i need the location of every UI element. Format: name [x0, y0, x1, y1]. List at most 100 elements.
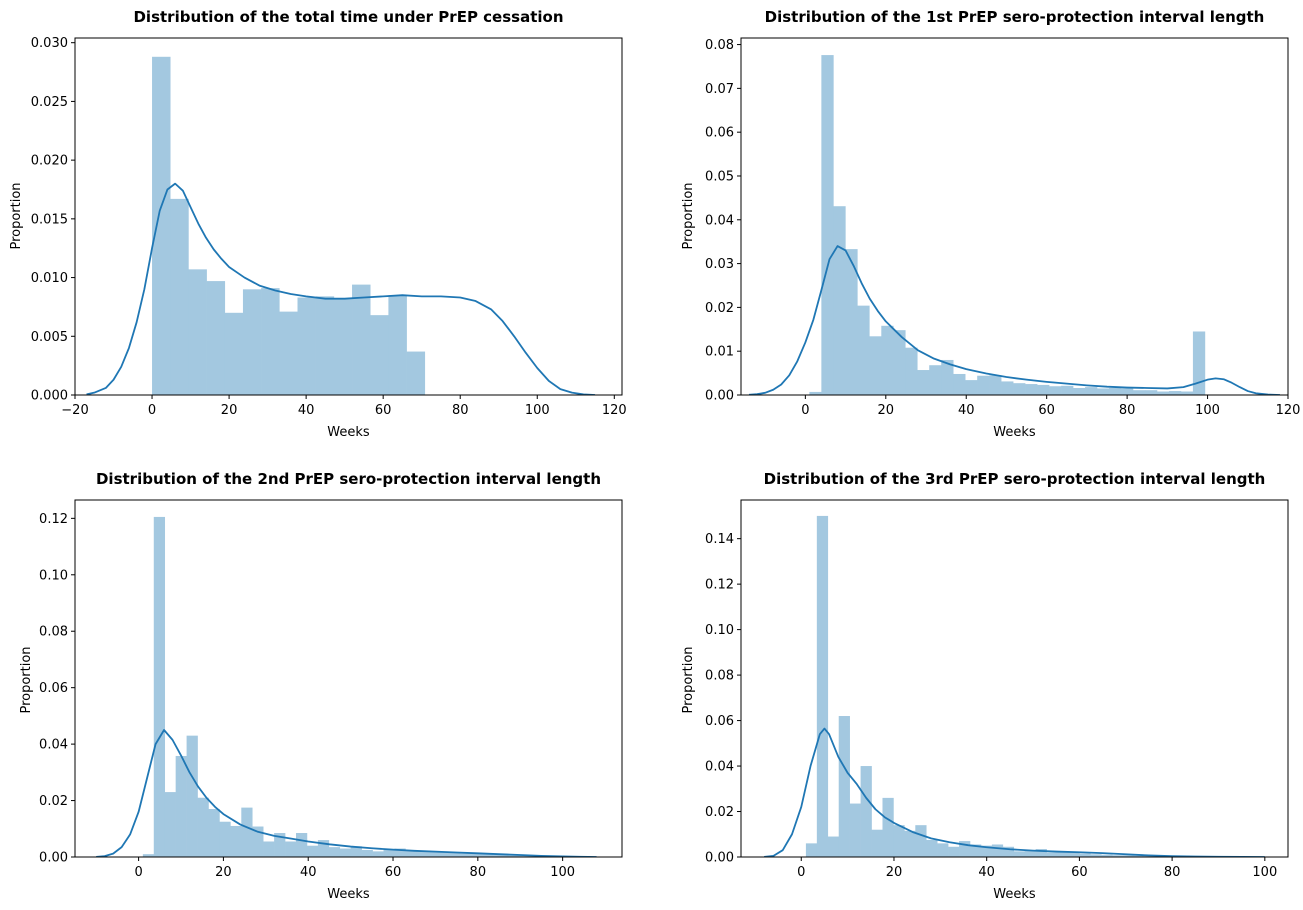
histogram-bar	[965, 380, 978, 395]
histogram-bar	[1085, 387, 1098, 395]
histogram-bar	[1134, 855, 1146, 857]
histogram-bar	[833, 206, 846, 395]
histogram-bar	[274, 833, 286, 857]
subplot-2: 0 20 40 60 80 100 120 0.00 0.01 0.02 0.03 0.04 0.05 0…	[681, 8, 1300, 440]
x-tick-label: 80	[452, 403, 469, 418]
histogram-bar	[917, 370, 930, 395]
histogram-bar	[492, 854, 505, 857]
histogram-bar	[893, 330, 906, 395]
y-tick-label: 0.06	[39, 681, 68, 696]
histogram-bar	[438, 851, 450, 857]
x-tick-label: 20	[886, 865, 903, 880]
histogram-bar	[306, 845, 319, 857]
histogram-bar	[970, 844, 982, 857]
histogram-bar	[1037, 384, 1050, 395]
axes-frame	[740, 499, 1289, 858]
y-tick-label: 0.12	[705, 578, 734, 593]
histogram-bar	[370, 315, 389, 395]
x-tick-label: 20	[878, 403, 895, 418]
histogram-bar	[893, 825, 905, 857]
x-tick-label: 20	[221, 403, 238, 418]
x-axis-label: Weeks	[327, 887, 370, 902]
x-tick-label: 0	[801, 403, 809, 418]
y-tick-label: 0.06	[705, 714, 734, 729]
histogram-bar	[857, 305, 870, 395]
y-tick-label: 0.04	[39, 738, 68, 753]
histogram-bar	[1168, 391, 1182, 395]
histogram-bar	[816, 515, 829, 857]
y-tick-label: 0.14	[705, 532, 734, 547]
histogram-bar	[1121, 388, 1134, 395]
histogram-bar	[926, 839, 938, 857]
chart-title: Distribution of the 1st PrEP sero-protec…	[765, 8, 1265, 26]
histogram-bar	[948, 846, 960, 857]
x-tick-label: 60	[385, 865, 402, 880]
histogram-bar	[394, 848, 406, 857]
histogram-bar	[1101, 854, 1113, 857]
histogram-bar	[929, 365, 942, 395]
histogram-bar	[170, 198, 189, 395]
histogram-bar	[1073, 387, 1086, 395]
histogram-bars	[142, 516, 559, 857]
x-axis-label: Weeks	[327, 425, 370, 440]
y-tick-label: 0.01	[705, 345, 734, 360]
histogram-bar	[188, 269, 207, 395]
histogram-bar	[471, 853, 483, 857]
histogram-bar	[263, 841, 275, 857]
x-tick-label: 40	[978, 865, 995, 880]
y-tick-label: 0.08	[705, 38, 734, 53]
y-axis-label: Proportion	[9, 182, 24, 249]
y-tick-label: 0.04	[705, 213, 734, 228]
y-axis-label: Proportion	[19, 646, 34, 713]
histogram-bar	[206, 281, 226, 395]
histogram-bar	[219, 821, 231, 857]
histogram-bar	[261, 288, 280, 395]
y-tick-label: 0.10	[39, 568, 68, 583]
y-tick-label: 0.06	[705, 126, 734, 141]
y-tick-label: 0.08	[705, 669, 734, 684]
histogram-bar	[197, 797, 209, 857]
histogram-bar	[1025, 384, 1038, 395]
histogram-bar	[849, 803, 861, 857]
y-tick-label: 0.10	[705, 623, 734, 638]
x-tick-label: 60	[1038, 403, 1055, 418]
histogram-bar	[1192, 331, 1206, 395]
histogram-bar	[1035, 849, 1047, 857]
histogram-bar	[904, 830, 916, 857]
histogram-bar	[333, 298, 353, 395]
y-tick-label: 0.010	[31, 271, 68, 286]
x-tick-label: 80	[1164, 865, 1181, 880]
histogram-bar	[1057, 852, 1069, 857]
histogram-bar	[279, 311, 298, 395]
x-tick-label: 120	[1276, 403, 1301, 418]
histogram-bar	[224, 312, 244, 395]
x-tick-label: 20	[215, 865, 232, 880]
histogram-bar	[406, 351, 426, 395]
y-tick-label: 0.005	[31, 330, 68, 345]
subplot-1: −20 0 20 40 60 80 100 120 0.000 0.005 0.010 0.015 0.…	[9, 8, 627, 440]
histogram-bar	[1079, 853, 1091, 857]
chart-title: Distribution of the 3rd PrEP sero-protec…	[764, 470, 1266, 488]
histogram-bar	[230, 825, 242, 857]
x-axis-label: Weeks	[993, 887, 1036, 902]
histogram-bar	[809, 391, 822, 395]
y-tick-label: 0.05	[705, 169, 734, 184]
kde-line	[96, 729, 597, 857]
subplot-3: 0 20 40 60 80 100 0.00 0.02 0.04 0.06 0.08 0.10 0.12…	[19, 470, 623, 902]
y-tick-label: 0.00	[39, 851, 68, 866]
histogram-bar	[186, 735, 198, 857]
histogram-bar	[241, 807, 253, 857]
y-tick-label: 0.00	[705, 389, 734, 404]
histogram-bars	[152, 56, 426, 395]
histogram-bar	[405, 850, 417, 857]
histogram-bar	[252, 826, 264, 857]
histogram-bar	[1132, 390, 1146, 395]
histogram-bar	[514, 855, 527, 857]
y-tick-label: 0.000	[31, 389, 68, 404]
histogram-bar	[352, 284, 371, 395]
histogram-bar	[838, 716, 850, 857]
histogram-bars	[805, 515, 1179, 857]
y-tick-label: 0.025	[31, 95, 68, 110]
x-tick-label: 100	[1252, 865, 1277, 880]
histogram-bar	[1109, 387, 1122, 395]
